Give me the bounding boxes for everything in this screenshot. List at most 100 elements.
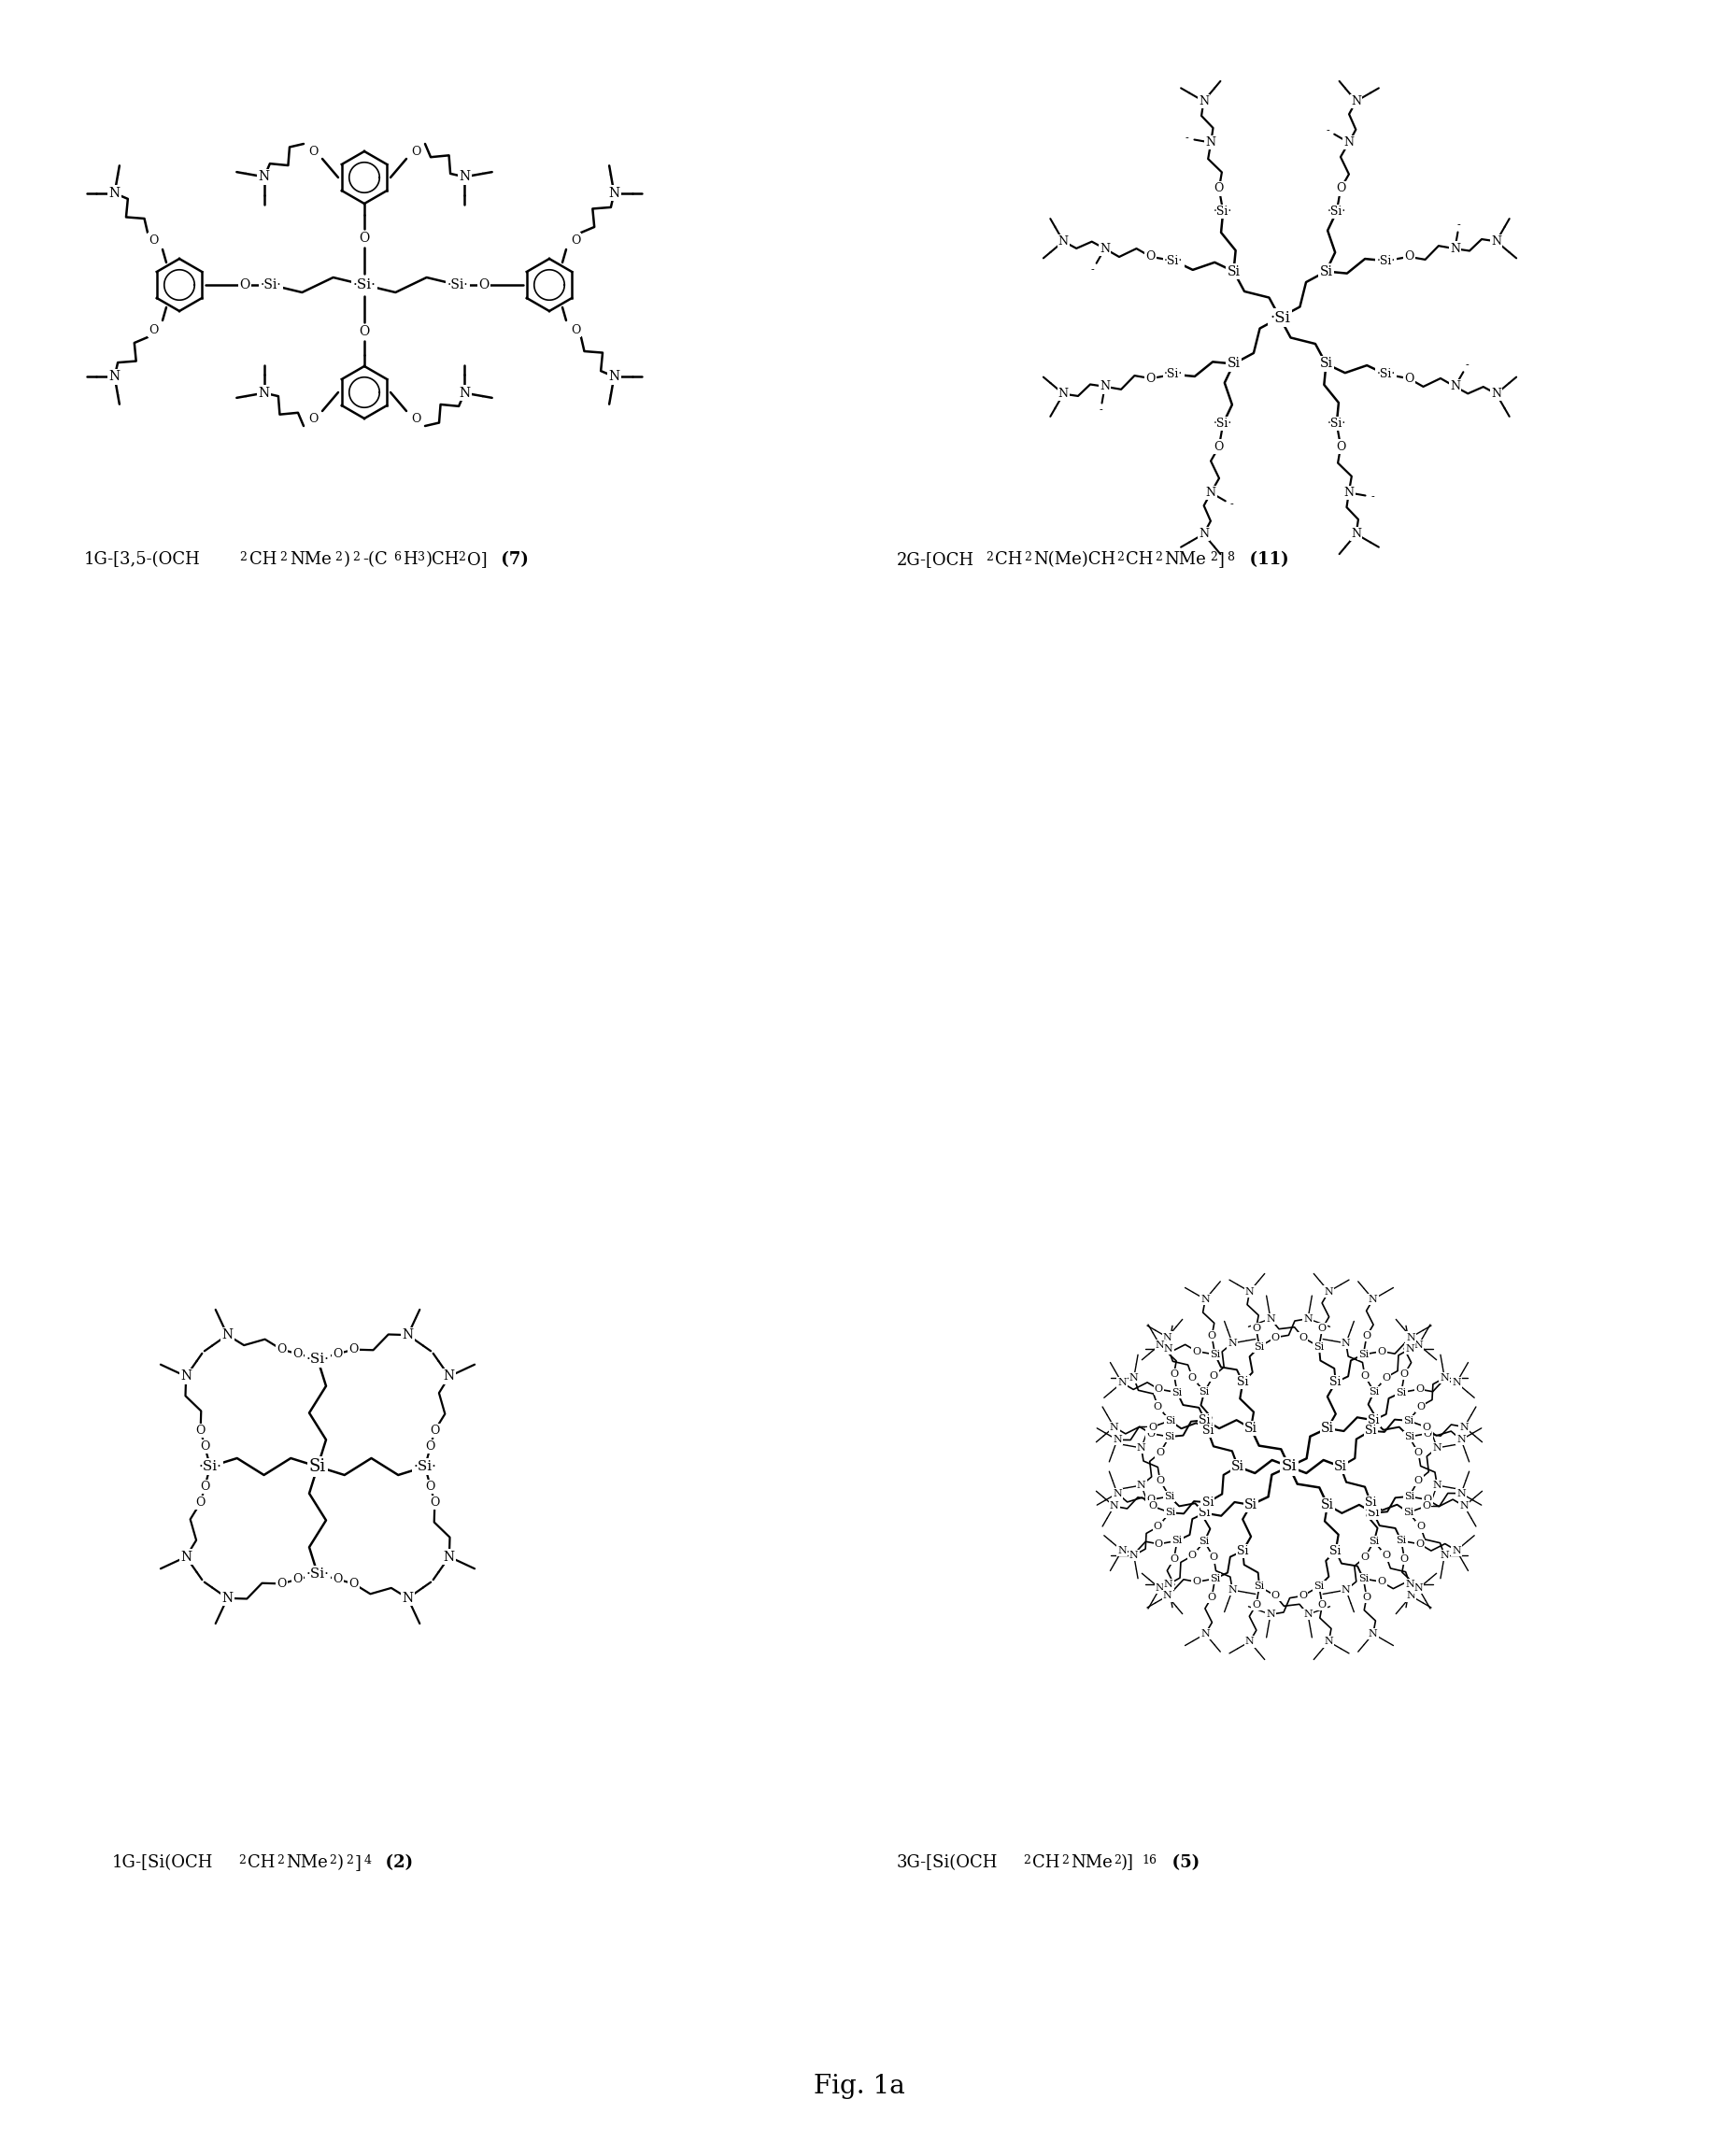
Text: N: N bbox=[180, 1550, 192, 1563]
Text: -(C: -(C bbox=[362, 552, 387, 567]
Text: -: - bbox=[1371, 492, 1374, 502]
Text: N: N bbox=[1405, 1591, 1416, 1600]
Text: (5): (5) bbox=[1160, 1854, 1199, 1871]
Text: N: N bbox=[1343, 136, 1354, 149]
Text: Si: Si bbox=[1368, 1537, 1378, 1546]
Text: N: N bbox=[402, 1328, 414, 1341]
Text: O: O bbox=[1154, 1449, 1163, 1457]
Text: ·Si: ·Si bbox=[1270, 310, 1290, 326]
Text: O: O bbox=[1416, 1522, 1424, 1531]
Text: O: O bbox=[1416, 1401, 1424, 1410]
Text: Si: Si bbox=[1254, 1583, 1264, 1591]
Text: N: N bbox=[1414, 1585, 1423, 1593]
Text: CH: CH bbox=[247, 1854, 275, 1871]
Text: N: N bbox=[1440, 1373, 1448, 1382]
Text: -: - bbox=[1464, 360, 1467, 371]
Text: Si: Si bbox=[1313, 1583, 1323, 1591]
Text: -: - bbox=[1185, 134, 1189, 142]
Text: N: N bbox=[222, 1328, 234, 1341]
Text: 1G-[3,5-(OCH: 1G-[3,5-(OCH bbox=[84, 552, 201, 567]
Text: N: N bbox=[180, 1369, 192, 1382]
Text: 2: 2 bbox=[239, 552, 246, 563]
Text: Si: Si bbox=[1244, 1498, 1258, 1511]
Text: 4: 4 bbox=[364, 1854, 371, 1867]
Text: N: N bbox=[1100, 379, 1110, 392]
Text: O: O bbox=[292, 1574, 302, 1585]
Text: O: O bbox=[277, 1343, 287, 1356]
Text: N: N bbox=[1129, 1550, 1137, 1561]
Text: O: O bbox=[1423, 1429, 1431, 1438]
Text: N: N bbox=[1350, 528, 1361, 541]
Text: N: N bbox=[1197, 95, 1208, 108]
Text: NMe: NMe bbox=[1163, 552, 1204, 567]
Text: Si: Si bbox=[1172, 1535, 1182, 1546]
Text: -: - bbox=[1091, 265, 1094, 274]
Text: N: N bbox=[1368, 1296, 1376, 1304]
Text: O: O bbox=[1213, 440, 1223, 453]
Text: NMe: NMe bbox=[289, 552, 332, 567]
Text: O: O bbox=[333, 1348, 342, 1360]
Text: O: O bbox=[359, 326, 369, 338]
Text: H: H bbox=[402, 552, 417, 567]
Text: O: O bbox=[1251, 1324, 1259, 1332]
Text: N: N bbox=[108, 188, 120, 201]
Text: Si: Si bbox=[1201, 1425, 1213, 1436]
Text: N: N bbox=[1244, 1287, 1254, 1296]
Text: Si: Si bbox=[1330, 1546, 1340, 1557]
Text: ·Si·: ·Si· bbox=[412, 1460, 436, 1473]
Text: N: N bbox=[1201, 1296, 1209, 1304]
Text: Si: Si bbox=[1227, 358, 1239, 371]
Text: Si: Si bbox=[1364, 1425, 1376, 1436]
Text: ·Si·: ·Si· bbox=[259, 278, 282, 291]
Text: O: O bbox=[1148, 1423, 1156, 1432]
Text: N: N bbox=[1204, 136, 1215, 149]
Text: N: N bbox=[1405, 1343, 1414, 1354]
Text: N: N bbox=[443, 1550, 455, 1563]
Text: 2: 2 bbox=[1024, 552, 1031, 563]
Text: N: N bbox=[1204, 487, 1215, 498]
Text: O: O bbox=[1376, 1578, 1385, 1587]
Text: Si: Si bbox=[1280, 1460, 1297, 1475]
Text: ): ) bbox=[344, 552, 350, 567]
Text: O: O bbox=[1362, 1593, 1371, 1602]
Text: 2G-[OCH: 2G-[OCH bbox=[897, 552, 974, 567]
Text: Si: Si bbox=[1209, 1350, 1220, 1358]
Text: O: O bbox=[1414, 1384, 1423, 1395]
Text: Si: Si bbox=[1333, 1460, 1347, 1473]
Text: O: O bbox=[1168, 1554, 1177, 1563]
Text: N: N bbox=[258, 386, 270, 399]
Text: O: O bbox=[1192, 1578, 1201, 1587]
Text: ·Si·: ·Si· bbox=[1376, 369, 1395, 379]
Text: ·Si·: ·Si· bbox=[306, 1567, 330, 1580]
Text: 2: 2 bbox=[345, 1854, 352, 1867]
Text: N: N bbox=[1405, 1580, 1414, 1589]
Text: ·Si·: ·Si· bbox=[1213, 418, 1232, 429]
Text: ·Si·: ·Si· bbox=[1163, 369, 1182, 379]
Text: O: O bbox=[426, 1481, 435, 1492]
Text: 6: 6 bbox=[393, 552, 400, 563]
Text: O: O bbox=[1318, 1324, 1326, 1332]
Text: Si: Si bbox=[1199, 1537, 1209, 1546]
Text: O: O bbox=[359, 231, 369, 246]
Text: N: N bbox=[1459, 1423, 1469, 1432]
Text: N: N bbox=[1490, 235, 1500, 248]
Text: N: N bbox=[608, 371, 620, 384]
Text: N: N bbox=[1323, 1287, 1333, 1296]
Text: 3: 3 bbox=[417, 552, 424, 563]
Text: O: O bbox=[1335, 440, 1345, 453]
Text: N: N bbox=[1129, 1373, 1137, 1382]
Text: N: N bbox=[459, 170, 469, 183]
Text: N: N bbox=[1117, 1378, 1125, 1386]
Text: O: O bbox=[1251, 1600, 1259, 1611]
Text: O: O bbox=[1213, 183, 1223, 194]
Text: O: O bbox=[1318, 1600, 1326, 1611]
Text: O: O bbox=[308, 412, 318, 425]
Text: O: O bbox=[196, 1425, 204, 1436]
Text: -: - bbox=[1325, 125, 1328, 136]
Text: NMe: NMe bbox=[285, 1854, 328, 1871]
Text: N: N bbox=[222, 1591, 234, 1604]
Text: N: N bbox=[1112, 1488, 1122, 1498]
Text: Si: Si bbox=[1199, 1386, 1209, 1397]
Text: O: O bbox=[1146, 250, 1154, 263]
Text: N: N bbox=[1490, 388, 1500, 399]
